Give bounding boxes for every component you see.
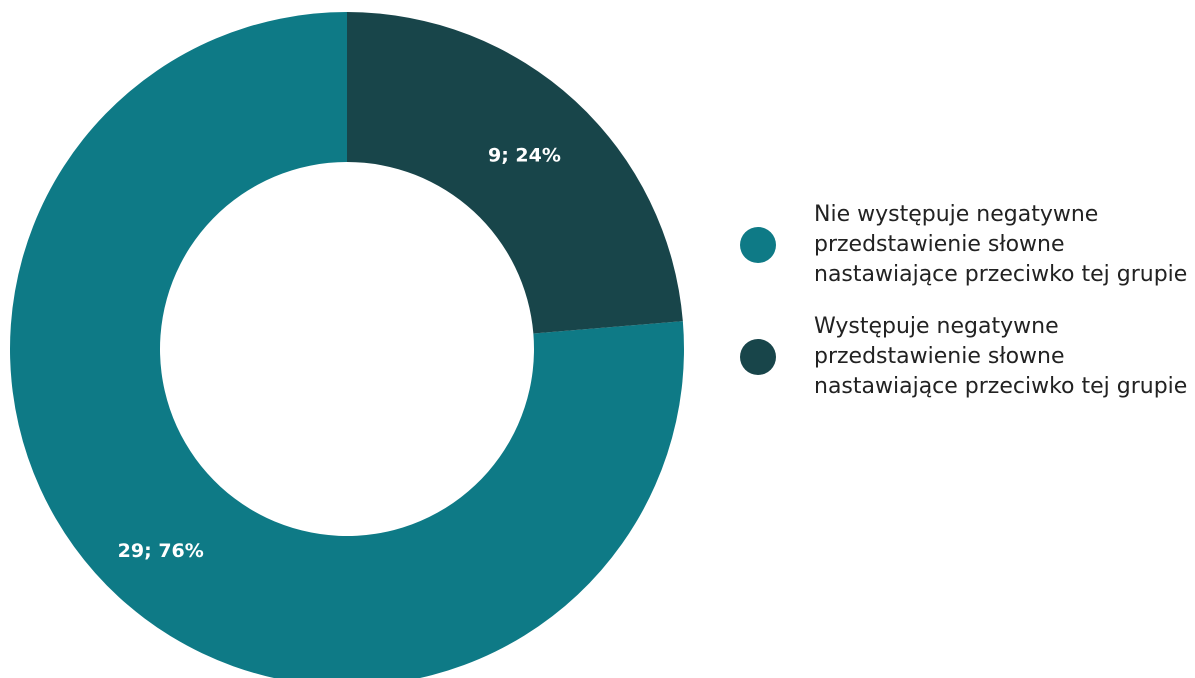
- legend-label: Występuje negatywne przedstawienie słown…: [814, 314, 1188, 399]
- legend-swatch: [740, 227, 776, 263]
- legend-label: Nie występuje negatywne przedstawienie s…: [814, 202, 1188, 287]
- legend: Nie występuje negatywne przedstawienie s…: [740, 200, 1190, 424]
- data-label: 29; 76%: [118, 540, 204, 562]
- legend-item: Nie występuje negatywne przedstawienie s…: [740, 200, 1190, 290]
- donut-slice: [10, 12, 684, 678]
- legend-swatch: [740, 339, 776, 375]
- data-label: 9; 24%: [488, 145, 561, 167]
- legend-item: Występuje negatywne przedstawienie słown…: [740, 312, 1190, 402]
- donut-slice: [347, 12, 683, 334]
